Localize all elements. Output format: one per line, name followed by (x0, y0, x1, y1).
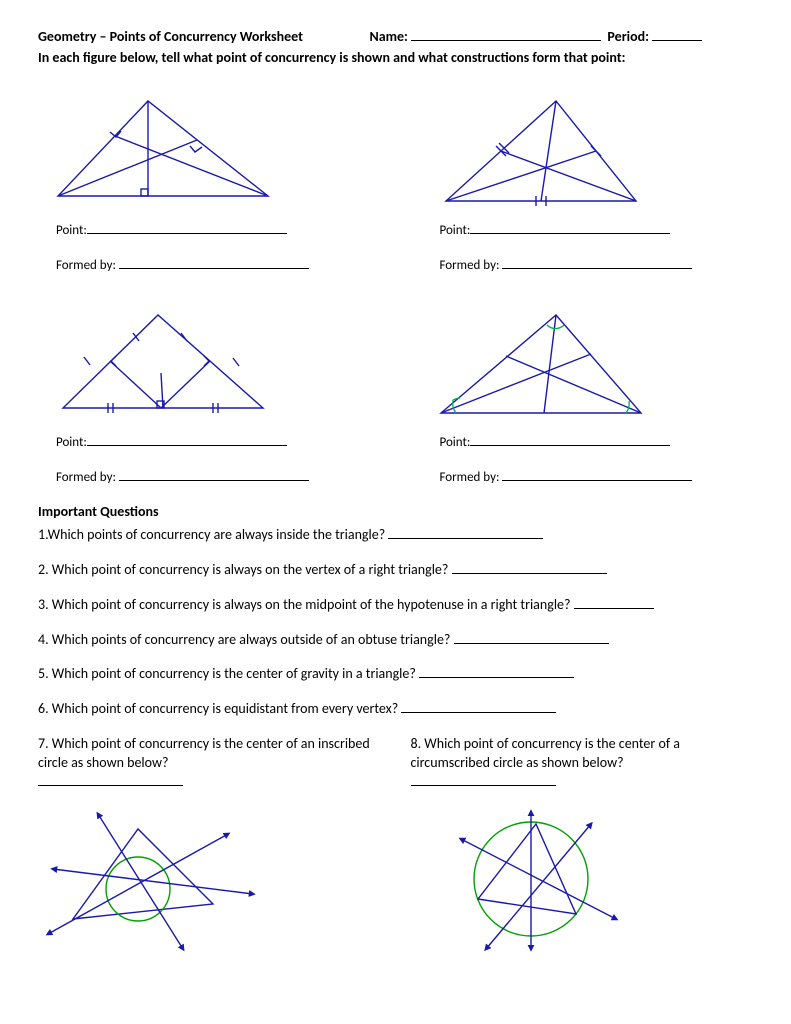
bottom-figures-row (38, 804, 753, 954)
name-blank[interactable] (411, 40, 601, 41)
worksheet-header: Geometry – Points of Concurrency Workshe… (38, 28, 753, 47)
q2-blank[interactable] (452, 573, 607, 574)
formed-blank-1[interactable] (119, 268, 309, 269)
instructions: In each figure below, tell what point of… (38, 49, 753, 68)
fills-row-2: Point: Formed by: Point: Formed by: (38, 434, 753, 493)
formed-fill-3: Formed by: (56, 469, 370, 487)
questions-7-8-row: 7. Which point of concurrency is the cen… (38, 735, 753, 792)
formed-blank-2[interactable] (502, 268, 692, 269)
title: Geometry – Points of Concurrency Workshe… (38, 28, 303, 45)
q7-blank[interactable] (38, 785, 183, 786)
formed-fill-1: Formed by: (56, 257, 370, 275)
point-fill-2: Point: (440, 222, 754, 240)
question-2: 2. Which point of concurrency is always … (38, 561, 753, 580)
question-1: 1.Which points of concurrency are always… (38, 526, 753, 545)
period-label: Period: (607, 28, 649, 45)
point-fill-3: Point: (56, 434, 370, 452)
question-8: 8. Which point of concurrency is the cen… (411, 735, 754, 792)
q1-blank[interactable] (388, 538, 543, 539)
q8-blank[interactable] (411, 785, 556, 786)
q6-blank[interactable] (401, 712, 556, 713)
formed-fill-4: Formed by: (440, 469, 754, 487)
formed-blank-4[interactable] (502, 480, 692, 481)
question-7: 7. Which point of concurrency is the cen… (38, 735, 381, 792)
figure-3 (38, 303, 366, 428)
formed-fill-2: Formed by: (440, 257, 754, 275)
figure-1 (38, 86, 366, 216)
formed-blank-3[interactable] (119, 480, 309, 481)
figures-row-2 (38, 303, 753, 428)
figures-row-1 (38, 86, 753, 216)
point-blank-4[interactable] (470, 445, 670, 446)
point-blank-1[interactable] (87, 233, 287, 234)
point-blank-2[interactable] (470, 233, 670, 234)
period-blank[interactable] (652, 40, 702, 41)
question-5: 5. Which point of concurrency is the cen… (38, 665, 753, 684)
q5-blank[interactable] (419, 677, 574, 678)
fills-row-1: Point: Formed by: Point: Formed by: (38, 222, 753, 293)
figure-2 (366, 86, 754, 216)
question-6: 6. Which point of concurrency is equidis… (38, 700, 753, 719)
q3-blank[interactable] (574, 608, 654, 609)
point-fill-1: Point: (56, 222, 370, 240)
q4-blank[interactable] (454, 643, 609, 644)
question-3: 3. Which point of concurrency is always … (38, 596, 753, 615)
important-questions-title: Important Questions (38, 503, 753, 522)
figure-circumscribed (376, 804, 754, 954)
point-blank-3[interactable] (87, 445, 287, 446)
name-label: Name: (369, 28, 407, 45)
point-fill-4: Point: (440, 434, 754, 452)
question-4: 4. Which points of concurrency are alway… (38, 631, 753, 650)
figure-inscribed (38, 804, 376, 954)
figure-4 (366, 303, 754, 428)
